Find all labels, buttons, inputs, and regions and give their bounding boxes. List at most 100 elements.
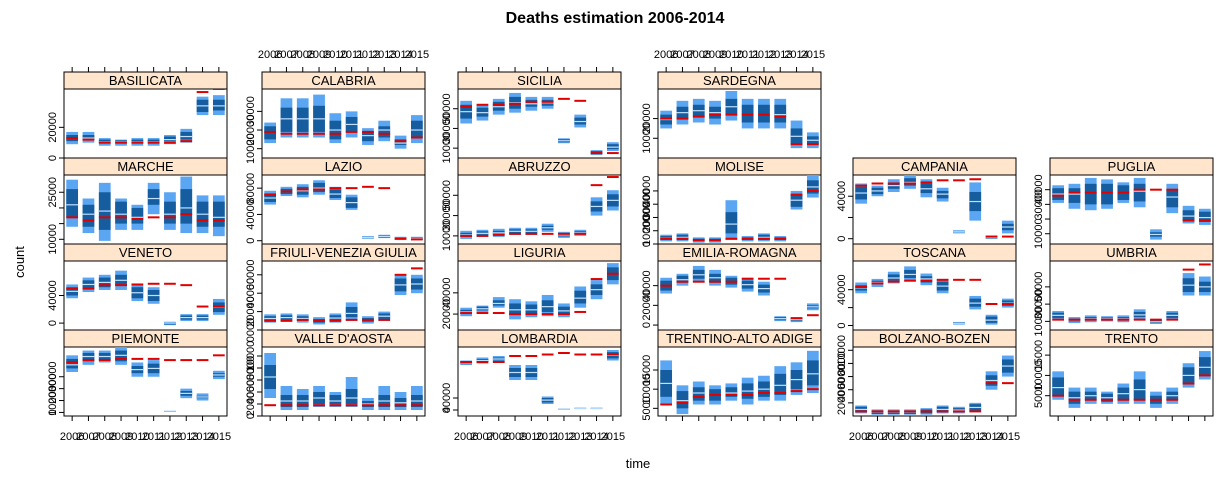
x-tick-label: 2015	[207, 431, 231, 443]
x-tick-label: 2014	[979, 431, 1003, 443]
x-tick-label: 2007	[470, 431, 494, 443]
panel-strip-label: TRENTINO-ALTO ADIGE	[666, 331, 813, 346]
y-tick-label: 40000	[245, 199, 257, 230]
panel-strip-label: MARCHE	[117, 159, 174, 174]
inner-interval-bar	[362, 131, 374, 142]
x-tick-label: 2015	[405, 49, 429, 61]
y-tick-label: 60000	[245, 260, 257, 291]
y-tick-label: 0	[641, 241, 653, 247]
inner-interval-bar	[180, 131, 193, 140]
inner-interval-bar	[378, 126, 391, 138]
y-tick-label: 0	[47, 320, 59, 326]
panel-toscana: TOSCANA 0 40000	[836, 243, 1017, 331]
y-tick-label: 10000	[441, 133, 453, 164]
x-tick-label: 2007	[274, 49, 298, 61]
inner-interval-bar	[66, 358, 79, 369]
inner-interval-bar	[115, 201, 127, 224]
x-tick-label: 2014	[388, 49, 412, 61]
panel-strip-label: LIGURIA	[513, 245, 565, 260]
inner-interval-bar	[313, 182, 325, 193]
panel-marks	[1052, 177, 1211, 240]
panel-basilicata: BASILICATA 0 20000	[47, 67, 228, 161]
y-axis-label: count	[12, 246, 27, 278]
x-tick-label: 2011	[340, 49, 364, 61]
panel-marks	[855, 355, 1014, 415]
panel-marks	[264, 180, 423, 241]
panel-strip-label: VENETO	[119, 245, 172, 260]
x-tick-label: 2009	[109, 431, 133, 443]
inner-interval-bar	[1166, 189, 1179, 208]
y-tick-label: 25000	[47, 177, 59, 208]
x-tick-label: 2007	[76, 431, 100, 443]
x-tick-label: 2013	[372, 49, 396, 61]
x-tick-label: 2006	[654, 49, 678, 61]
x-tick-label: 2009	[307, 49, 331, 61]
x-tick-label: 2010	[914, 431, 938, 443]
panel-strip-label: TRENTO	[1105, 331, 1158, 346]
inner-interval-bar	[1101, 183, 1113, 205]
y-tick-label: 40000	[641, 176, 653, 207]
y-tick-label: 20000	[641, 290, 653, 321]
y-tick-label: 10000	[641, 215, 653, 246]
inner-interval-bar	[410, 120, 423, 138]
panel-marks	[1052, 351, 1211, 408]
panel-strip-label: FRIULI-VENEZIA GIULIA	[270, 245, 417, 260]
x-axis-label: time	[626, 456, 651, 471]
inner-interval-bar	[212, 201, 225, 227]
panel-plot-area	[457, 346, 622, 417]
panel-strip-label: SARDEGNA	[703, 73, 776, 88]
y-tick-label: 0000	[245, 318, 257, 342]
panel-marks	[66, 270, 225, 326]
panel-marks	[66, 176, 225, 241]
x-tick-label: 2012	[356, 49, 380, 61]
x-tick-label: 2013	[963, 431, 987, 443]
inner-interval-bar	[66, 189, 79, 218]
y-tick-label: 0	[47, 155, 59, 161]
panel-strip-label: LOMBARDIA	[501, 331, 578, 346]
y-tick-label: 0	[47, 409, 59, 415]
y-tick-label: 20000	[245, 296, 257, 327]
x-tick-label: 2014	[584, 431, 608, 443]
panel-strip-label: PIEMONTE	[112, 331, 180, 346]
y-tick-label: 2000	[245, 392, 257, 416]
panel-strip-label: ABRUZZO	[508, 159, 570, 174]
y-tick-label: 20000	[245, 115, 257, 146]
y-tick-label: 5000	[641, 396, 653, 420]
inner-interval-bar	[329, 395, 342, 404]
panel-marche: MARCHE 10000 25000	[47, 157, 228, 255]
y-tick-label: 10000	[1033, 360, 1045, 391]
panel-marks	[460, 263, 619, 320]
inner-interval-bar	[1198, 357, 1211, 376]
panel-strip-label: BOLZANO-BOZEN	[879, 331, 990, 346]
x-tick-label: 2008	[882, 431, 906, 443]
inner-interval-bar	[131, 207, 144, 224]
y-tick-label: 30000	[441, 200, 453, 231]
panel-marks	[66, 347, 225, 412]
x-tick-label: 2010	[719, 49, 743, 61]
y-tick-label: 40000	[1033, 174, 1045, 205]
inner-interval-bar	[82, 135, 95, 140]
panel-marks	[460, 176, 619, 239]
panel-plot-area	[457, 88, 622, 159]
y-tick-label: 5000	[1033, 383, 1045, 407]
panel-strip-label: VALLE D'AOSTA	[294, 331, 392, 346]
inner-interval-bar	[676, 391, 689, 409]
panel-marks	[660, 175, 819, 243]
y-tick-label: 0	[245, 413, 257, 419]
x-tick-label: 2006	[60, 431, 84, 443]
panel-marks	[264, 267, 423, 325]
y-tick-label: 40000	[836, 274, 848, 305]
inner-interval-bar	[296, 107, 309, 132]
y-tick-label: 50000	[1033, 272, 1045, 303]
panel-marks	[660, 265, 819, 323]
x-tick-label: 2013	[768, 49, 792, 61]
y-tick-label: 50000	[441, 180, 453, 211]
panel-marks	[460, 350, 619, 410]
